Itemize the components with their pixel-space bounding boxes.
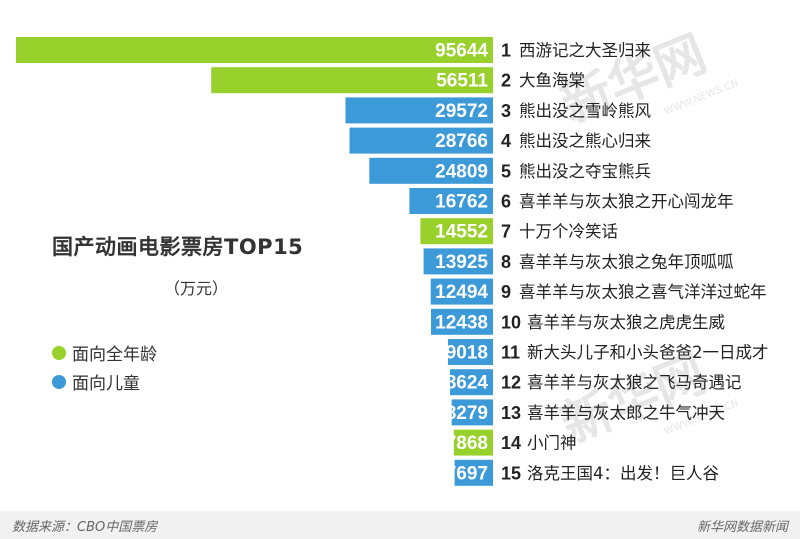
- rank-label: 11: [501, 343, 520, 363]
- rank-label: 3: [501, 101, 511, 121]
- bar: [450, 369, 493, 396]
- category-label: 新大头儿子和小头爸爸2一日成才: [527, 343, 769, 362]
- rank-label: 2: [501, 71, 511, 91]
- legend-label-children: 面向儿童: [72, 374, 140, 394]
- bar-value-label: 14552: [435, 222, 488, 243]
- bar: [211, 67, 493, 94]
- bar-value-label: 12438: [435, 312, 488, 333]
- bar: [431, 308, 493, 335]
- chart-title: 国产动画电影票房TOP15: [52, 235, 304, 259]
- category-label: 喜羊羊与灰太狼之喜气洋洋过蛇年: [519, 283, 767, 302]
- bar-value-label: 12494: [435, 282, 488, 303]
- category-label: 洛克王国4：出发！巨人谷: [527, 464, 719, 483]
- bar: [454, 459, 493, 486]
- bar-value-label: 95644: [435, 41, 488, 62]
- category-label: 喜羊羊与灰太郎之牛气冲天: [527, 403, 725, 422]
- bar: [369, 157, 493, 184]
- legend-label-all-ages: 面向全年龄: [72, 345, 157, 365]
- rank-label: 10: [501, 312, 521, 332]
- rank-label: 4: [501, 131, 511, 151]
- rank-label: 12: [501, 373, 521, 393]
- rank-label: 6: [501, 192, 511, 212]
- legend-dot-children: [52, 374, 66, 389]
- labels-group: 95644 1 西游记之大圣归来 56511 2 大鱼海棠 29572 3 熊出没之雪岭熊风 28…: [435, 41, 768, 485]
- bar: [409, 188, 493, 214]
- bar-value-label: 56511: [436, 71, 488, 92]
- bar: [420, 218, 493, 245]
- footer: 数据来源：CBO中国票房 新华网数据新闻: [0, 511, 800, 539]
- rank-label: 15: [501, 463, 521, 483]
- category-label: 熊出没之熊心归来: [519, 132, 651, 151]
- category-label: 熊出没之夺宝熊兵: [519, 162, 651, 181]
- category-label: 西游记之大圣归来: [519, 41, 651, 60]
- title-block: 国产动画电影票房TOP15 （万元）: [52, 231, 303, 299]
- bar-value-label: 16762: [435, 192, 488, 213]
- rank-label: 13: [501, 403, 521, 423]
- rank-label: 1: [501, 41, 511, 61]
- bars-group: [16, 37, 493, 486]
- bar-value-label: 24809: [435, 161, 488, 182]
- legend-item-children: 面向儿童: [52, 367, 157, 396]
- chart-unit: （万元）: [164, 279, 229, 298]
- bar-value-label: 7697: [446, 463, 488, 484]
- rank-label: 9: [501, 282, 511, 302]
- category-label: 喜羊羊与灰太狼之开心闯龙年: [519, 192, 734, 211]
- bar-value-label: 7868: [446, 433, 488, 454]
- category-label: 小门神: [527, 434, 577, 453]
- rank-label: 8: [501, 252, 511, 272]
- bar: [16, 37, 493, 63]
- bar: [349, 127, 493, 154]
- legend-dot-all-ages: [52, 345, 66, 360]
- bar-value-label: 28766: [435, 131, 488, 152]
- category-label: 熊出没之雪岭熊风: [519, 101, 652, 120]
- category-label: 大鱼海棠: [519, 71, 585, 90]
- rank-label: 5: [501, 161, 511, 181]
- bar-value-label: 8279: [446, 403, 488, 424]
- category-label: 喜羊羊与灰太狼之兔年顶呱呱: [519, 252, 734, 271]
- rank-label: 7: [501, 222, 511, 242]
- bar-value-label: 8624: [446, 373, 489, 394]
- bar-value-label: 29572: [435, 101, 488, 122]
- bar-value-label: 13925: [435, 252, 488, 273]
- bar: [430, 278, 493, 305]
- category-label: 十万个冷笑话: [519, 222, 618, 241]
- bar: [345, 97, 493, 124]
- category-label: 喜羊羊与灰太狼之飞马奇遇记: [527, 373, 742, 392]
- bar: [423, 248, 493, 275]
- brand-credit: 新华网数据新闻: [696, 519, 788, 535]
- bar: [448, 339, 493, 365]
- rank-label: 14: [501, 433, 521, 453]
- category-label: 喜羊羊与灰太狼之虎虎生威: [527, 313, 725, 332]
- legend-item-all-ages: 面向全年龄: [52, 338, 157, 367]
- legend: 面向全年龄 面向儿童: [52, 338, 157, 396]
- bar: [453, 429, 493, 456]
- bar: [451, 399, 493, 426]
- bar-value-label: 9018: [446, 343, 488, 364]
- data-source: 数据来源：CBO中国票房: [12, 519, 158, 535]
